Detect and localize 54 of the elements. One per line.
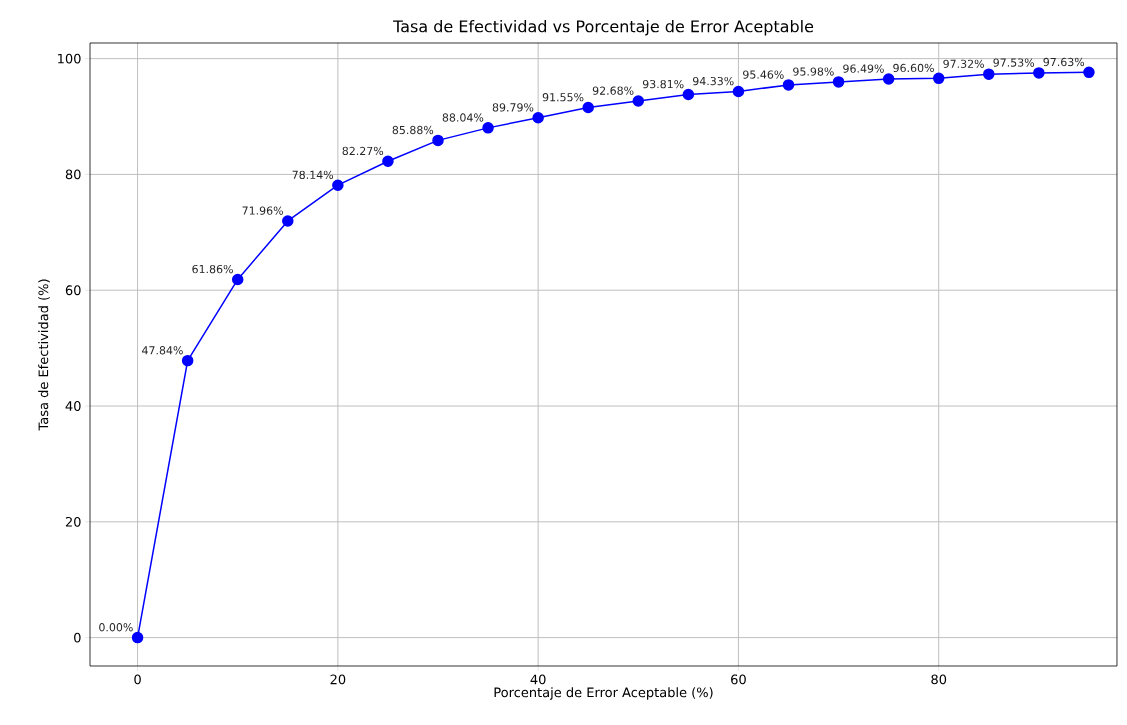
x-tick-label: 0 [134,674,141,685]
point [282,215,294,227]
data-label: 85.88% [392,125,434,135]
data-label: 95.46% [743,70,784,79]
y-tick-label: 20 [65,516,81,527]
x-tick-label: 20 [330,674,346,685]
y-tick-label: 0 [74,632,81,643]
point [532,111,544,124]
data-label: 91.55% [542,93,584,102]
point [832,76,845,88]
data-label: 92.68% [592,86,634,95]
data-label: 0.00% [99,623,133,632]
point [432,134,444,147]
point [382,155,394,168]
point [682,88,695,101]
data-label: 88.04% [442,113,484,122]
point [932,72,945,85]
x-tick-label: 80 [931,674,947,685]
x-axis-title: Porcentaje de Error Aceptable (%) [494,687,713,700]
x-tick-label: 40 [530,674,546,685]
point [482,122,494,134]
data-label: 96.49% [843,64,884,73]
y-tick-label: 40 [65,401,81,411]
data-label: 71.96% [242,206,283,215]
data-label: 94.33% [692,76,734,86]
point [582,101,594,114]
data-label: 93.81% [642,79,684,89]
point [181,354,194,367]
point [983,68,995,80]
chart-title: Tasa de Efectividad vs Porcentaje de Error Aceptable [393,19,814,36]
y-tick-label: 80 [65,169,81,180]
data-label: 78.14% [292,170,334,179]
point [782,79,795,91]
point [332,179,344,191]
data-label: 97.63% [1043,57,1085,67]
data-label: 61.86% [192,264,233,274]
data-label: 95.98% [793,67,834,76]
data-label: 96.60% [893,63,934,73]
y-tick-label: 60 [65,285,81,296]
point [882,73,895,85]
point [1083,66,1095,79]
point [632,95,645,107]
y-tick-label: 100 [58,53,81,64]
data-label: 47.84% [142,346,183,355]
data-label: 89.79% [492,103,534,112]
point [1033,67,1045,79]
data-label: 82.27% [342,146,384,156]
x-tick-label: 60 [731,674,746,685]
data-label: 97.53% [993,58,1035,67]
y-axis-title: Tasa de Efectividad (%) [38,279,50,431]
point [131,631,144,644]
point [732,85,745,98]
data-label: 97.32% [943,59,984,68]
point [231,273,244,286]
